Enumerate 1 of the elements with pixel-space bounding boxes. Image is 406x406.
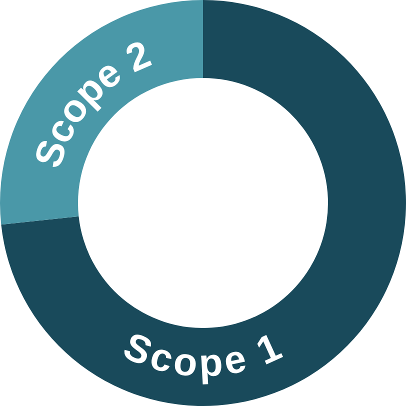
slice-label: Scope 1: [117, 324, 289, 386]
